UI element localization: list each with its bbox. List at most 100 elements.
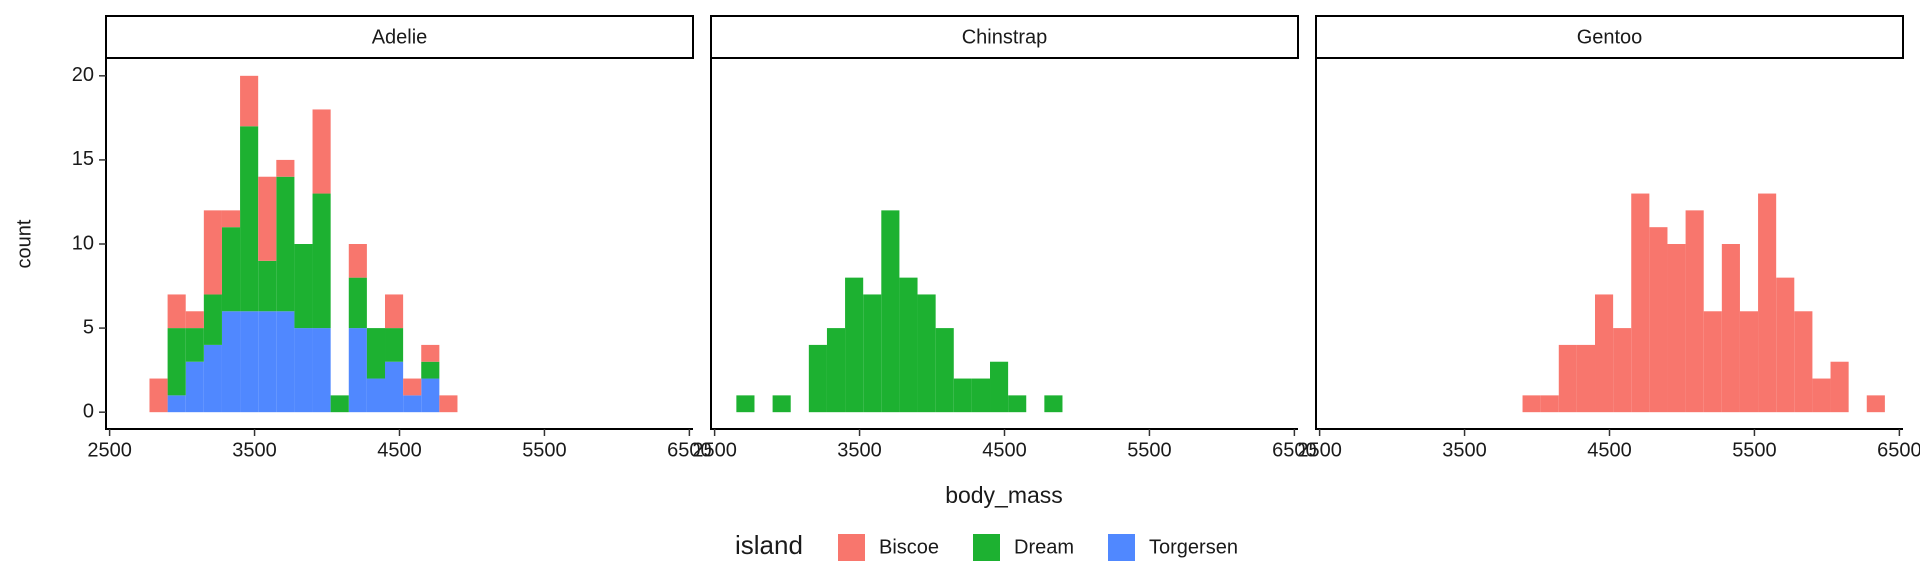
strip-label: Chinstrap [962,26,1048,48]
y-tick-label: 0 [83,400,94,422]
bar [258,311,277,413]
bar [167,395,186,413]
bar [312,328,331,413]
bar [439,395,458,413]
bar [385,361,404,413]
bar [845,277,864,413]
bar [385,328,404,362]
bar [366,328,386,379]
x-tick-label: 6500 [667,439,712,461]
legend-swatch [973,534,1000,561]
x-tick-label: 5500 [1127,439,1172,461]
bar [826,328,846,413]
bar [421,361,440,379]
bar [185,311,204,329]
strip [1315,15,1904,59]
bar [276,159,295,177]
bar [1522,395,1541,413]
x-tick-label: 2500 [87,439,132,461]
bar [1649,227,1668,413]
bar [203,294,222,345]
x-tick-label: 4500 [1587,439,1632,461]
y-tick-label: 5 [83,316,94,338]
x-tick-label: 6500 [1272,439,1317,461]
bar [990,361,1009,413]
bar [294,328,313,413]
bar [899,277,918,413]
bar [258,176,277,261]
bar [348,244,367,278]
bar [1044,395,1063,413]
bar [1812,378,1831,413]
y-tick-label: 10 [72,232,94,254]
bar [935,328,954,413]
bar [240,311,259,413]
bar [421,344,440,362]
legend-label: Dream [1014,536,1074,558]
bar [258,260,277,312]
bar [971,378,991,413]
y-tick-label: 15 [72,148,94,170]
bar [1866,395,1885,413]
bar [221,311,241,413]
bar [276,176,295,312]
y-tick-label: 20 [72,64,94,86]
x-tick-label: 3500 [837,439,882,461]
bar [1008,395,1027,413]
bar [1703,311,1722,413]
bar [1667,244,1686,413]
bar [1830,361,1849,413]
bar [240,126,259,312]
x-tick-label: 4500 [982,439,1027,461]
bar [348,277,367,329]
bar [1558,344,1577,413]
bar [1721,244,1740,413]
bar [953,378,972,413]
bar [881,210,900,413]
bar [808,344,827,413]
x-tick-label: 2500 [692,439,737,461]
strip-label: Adelie [372,26,428,48]
bar [1631,193,1650,413]
x-tick-label: 5500 [522,439,567,461]
bar [1739,311,1759,413]
bar [366,378,386,413]
bar [203,210,222,295]
bar [1613,328,1632,413]
bar [1794,311,1813,413]
bar [1540,395,1559,413]
bar [421,378,440,413]
bar [330,395,349,413]
strip-label: Gentoo [1577,26,1643,48]
bar [185,361,204,413]
bar [312,109,331,194]
bar [276,311,295,413]
bar [312,193,331,329]
bar [167,294,186,329]
bar [167,328,186,396]
bar [1685,210,1704,413]
x-tick-label: 4500 [377,439,422,461]
bar [403,395,422,413]
bar [149,378,168,413]
x-tick-label: 2500 [1297,439,1342,461]
strip [105,15,694,59]
x-tick-label: 3500 [1442,439,1487,461]
legend-title: island [735,530,803,560]
legend-label: Biscoe [879,536,939,558]
y-axis-label: count [13,219,35,268]
legend-swatch [1108,534,1135,561]
x-tick-label: 5500 [1732,439,1777,461]
bar [1595,294,1614,413]
bar [863,294,882,413]
bar [917,294,936,413]
bar [1576,344,1596,413]
bar [385,294,404,329]
bar [1776,277,1795,413]
bar [221,210,241,228]
strip [710,15,1299,59]
x-tick-label: 3500 [232,439,277,461]
bar [403,378,422,396]
